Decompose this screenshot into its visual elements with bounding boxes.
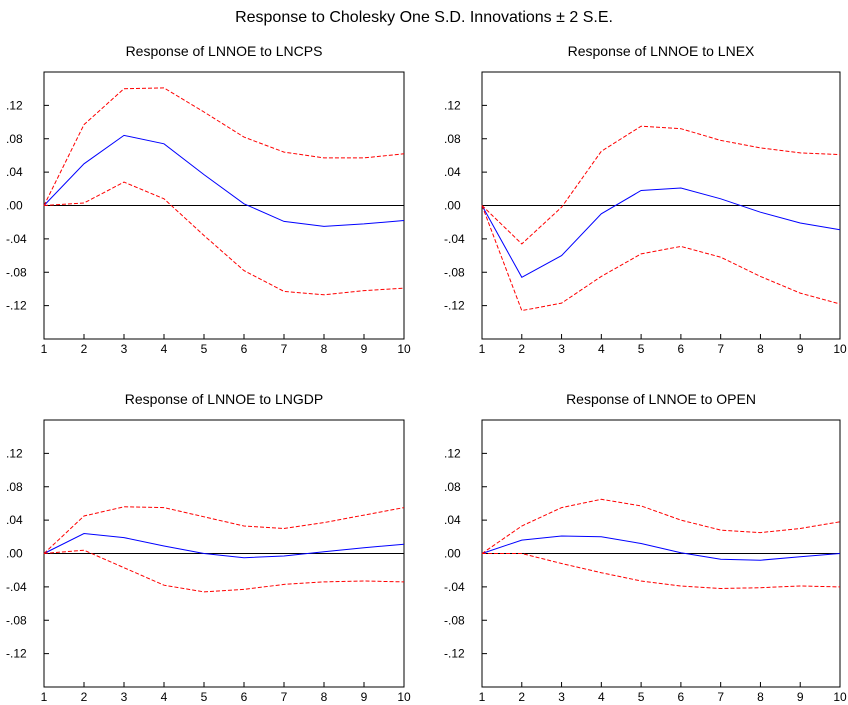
panel-title: Response of LNNOE to LNCPS — [126, 43, 323, 59]
response-line — [43, 134, 405, 227]
x-tick-label: 3 — [121, 690, 128, 704]
y-tick-label: -.12 — [444, 299, 465, 313]
response-line — [481, 187, 841, 278]
confidence-band-lower — [482, 553, 841, 590]
x-tick-label: 8 — [757, 342, 764, 356]
x-tick-label: 5 — [201, 342, 208, 356]
x-tick-label: 4 — [598, 342, 605, 356]
irf-panel-1: Response of LNNOE to LNCPS .12 .08 .04 .00 -.… — [6, 43, 411, 356]
panel-title: Response of LNNOE to OPEN — [566, 391, 756, 407]
y-tick-label: -.04 — [444, 232, 465, 246]
y-tick-label: .04 — [444, 513, 461, 527]
x-tick-label: 2 — [518, 690, 525, 704]
y-tick-label: -.04 — [444, 580, 465, 594]
x-tick-label: 9 — [361, 342, 368, 356]
y-tick-label: .12 — [6, 446, 23, 460]
y-tick-label: .00 — [6, 199, 23, 213]
x-tick-label: 1 — [41, 690, 48, 704]
x-tick-label: 10 — [833, 690, 847, 704]
x-tick-label: 9 — [361, 690, 368, 704]
y-tick-label: .12 — [6, 98, 23, 112]
x-tick-label: 8 — [321, 342, 328, 356]
panel-title: Response of LNNOE to LNEX — [568, 43, 755, 59]
response-line — [481, 535, 841, 561]
x-tick-label: 4 — [598, 690, 605, 704]
x-tick-label: 2 — [81, 342, 88, 356]
y-tick-label: .08 — [6, 132, 23, 146]
confidence-band-upper — [43, 506, 405, 554]
x-tick-label: 6 — [241, 690, 248, 704]
y-tick-label: -.08 — [444, 613, 465, 627]
x-tick-label: 10 — [397, 690, 411, 704]
x-tick-label: 1 — [479, 342, 486, 356]
y-tick-label: -.04 — [6, 232, 27, 246]
x-tick-label: 6 — [678, 690, 685, 704]
y-tick-label: -.08 — [6, 265, 27, 279]
confidence-band-upper — [481, 498, 841, 554]
confidence-band-lower — [43, 181, 405, 296]
irf-panel-2: Response of LNNOE to LNEX .12 .08 .04 .00 -.0… — [444, 43, 847, 356]
x-tick-label: 7 — [717, 690, 724, 704]
x-tick-label: 7 — [281, 342, 288, 356]
confidence-band-lower — [481, 205, 841, 312]
y-tick-label: -.08 — [6, 613, 27, 627]
y-tick-label: -.08 — [444, 265, 465, 279]
y-tick-label: -.04 — [6, 580, 27, 594]
x-tick-label: 8 — [321, 690, 328, 704]
x-tick-label: 2 — [81, 690, 88, 704]
y-tick-label: -.12 — [444, 647, 465, 661]
y-tick-label: .00 — [6, 547, 23, 561]
x-tick-label: 8 — [757, 690, 764, 704]
confidence-band-upper — [43, 87, 405, 206]
x-tick-label: 3 — [558, 342, 565, 356]
x-tick-label: 6 — [241, 342, 248, 356]
x-tick-label: 5 — [201, 690, 208, 704]
y-tick-label: -.12 — [6, 299, 27, 313]
y-tick-label: .00 — [444, 547, 461, 561]
y-tick-label: .12 — [444, 446, 461, 460]
x-tick-label: 9 — [797, 342, 804, 356]
y-tick-label: .00 — [444, 199, 461, 213]
x-tick-label: 3 — [558, 690, 565, 704]
y-tick-label: .08 — [6, 480, 23, 494]
confidence-band-lower — [43, 549, 405, 593]
x-tick-label: 6 — [678, 342, 685, 356]
x-tick-label: 5 — [638, 342, 645, 356]
x-tick-label: 5 — [638, 690, 645, 704]
x-tick-label: 3 — [121, 342, 128, 356]
y-tick-label: .12 — [444, 98, 461, 112]
x-tick-label: 7 — [717, 342, 724, 356]
y-tick-label: -.12 — [6, 647, 27, 661]
figure-title: Response to Cholesky One S.D. Innovation… — [235, 9, 613, 26]
confidence-band-upper — [481, 125, 841, 245]
irf-panel-4: Response of LNNOE to OPEN .12 .08 .04 .00 -.0… — [444, 391, 847, 704]
x-tick-label: 1 — [41, 342, 48, 356]
x-tick-label: 4 — [161, 342, 168, 356]
y-tick-label: .04 — [6, 513, 23, 527]
panel-title: Response of LNNOE to LNGDP — [125, 391, 323, 407]
y-tick-label: .04 — [6, 165, 23, 179]
x-tick-label: 1 — [479, 690, 486, 704]
y-tick-label: .08 — [444, 480, 461, 494]
x-tick-label: 7 — [281, 690, 288, 704]
x-tick-label: 9 — [797, 690, 804, 704]
y-tick-label: .08 — [444, 132, 461, 146]
x-tick-label: 4 — [161, 690, 168, 704]
response-line — [43, 532, 405, 559]
x-tick-label: 2 — [518, 342, 525, 356]
x-tick-label: 10 — [833, 342, 847, 356]
x-tick-label: 10 — [397, 342, 411, 356]
y-tick-label: .04 — [444, 165, 461, 179]
irf-panel-3: Response of LNNOE to LNGDP .12 .08 .04 .00 -.… — [6, 391, 411, 704]
